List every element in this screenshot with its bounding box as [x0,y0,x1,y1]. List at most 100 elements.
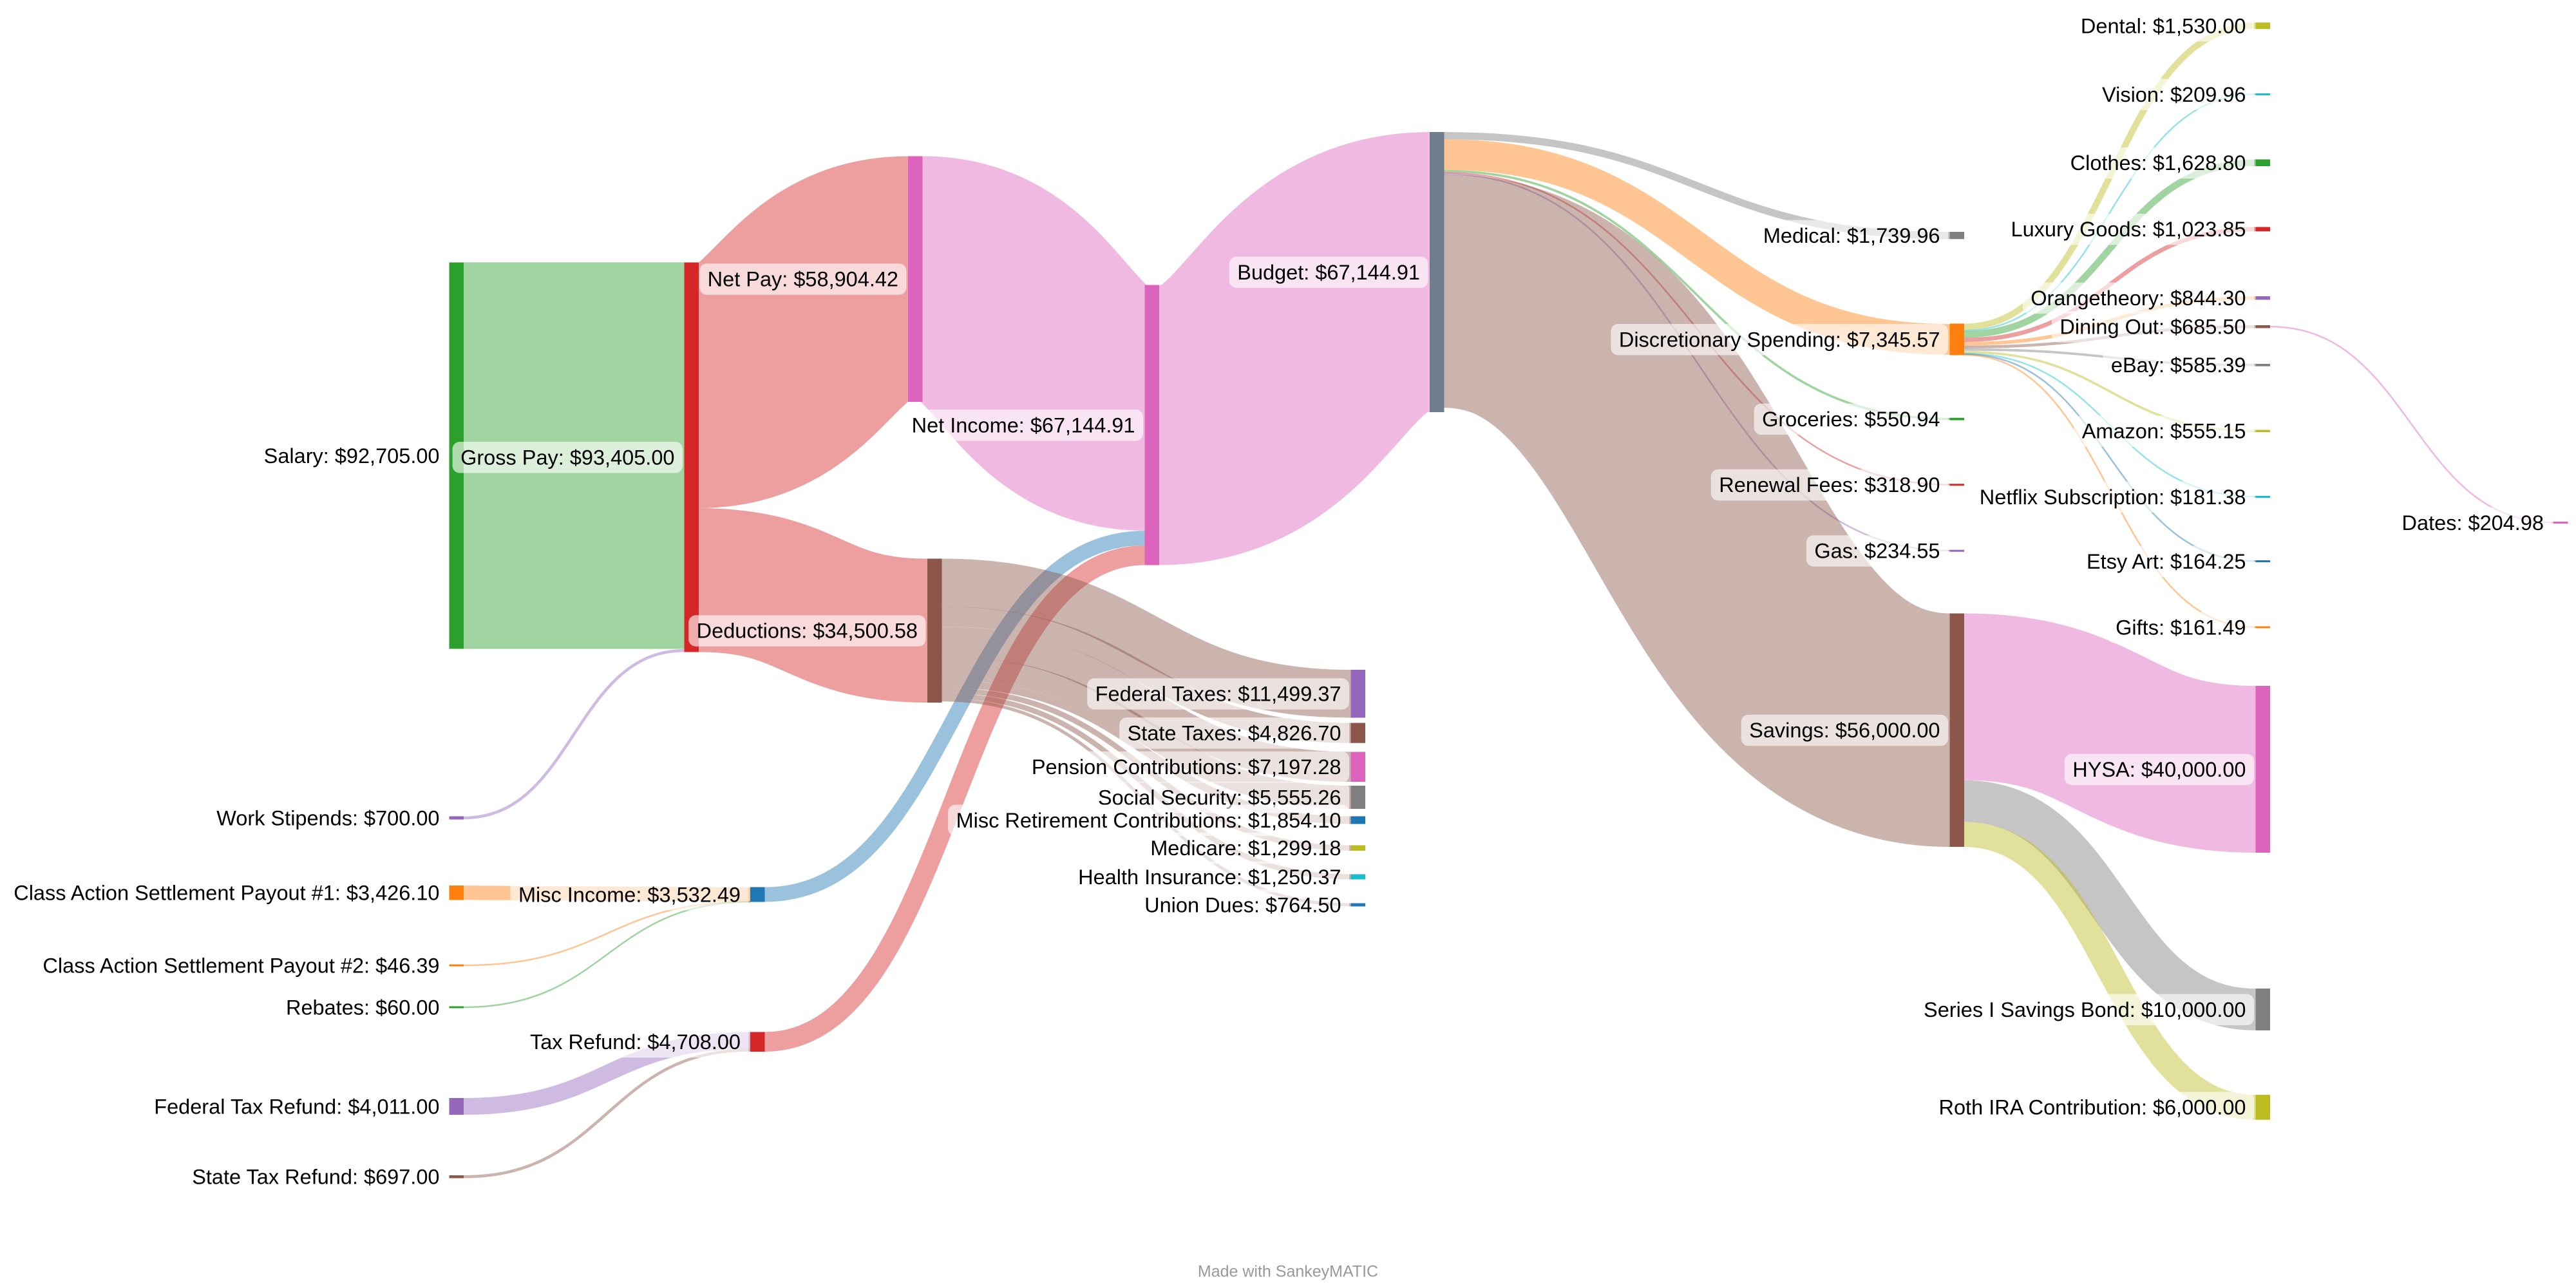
node-label-clothes: Clothes: $1,628.80 [2070,151,2246,175]
node-label-bg-amazon [2074,415,2254,447]
sankey-node-medical[interactable] [1949,232,1965,240]
node-label-orangetheory: Orangetheory: $844.30 [2031,287,2246,310]
node-label-fed_refund: Federal Tax Refund: $4,011.00 [154,1095,439,1118]
node-label-dates: Dates: $204.98 [2402,511,2544,535]
node-label-bg-budget [1229,256,1428,288]
node-label-bg-rebates [278,992,448,1023]
sankey-node-hysa[interactable] [2255,686,2271,853]
node-label-bg-gifts [2107,612,2254,643]
sankey-node-amazon[interactable] [2255,430,2271,433]
sankey-node-pension[interactable] [1350,752,1366,782]
node-label-ca1: Class Action Settlement Payout #1: $3,42… [14,882,439,905]
sankey-flow-net_income-to-budget [1153,132,1436,565]
node-label-bg-net_pay [699,263,907,295]
sankey-node-medicare[interactable] [1350,845,1366,851]
sankey-node-union_dues[interactable] [1350,903,1366,907]
node-label-pension: Pension Contributions: $7,197.28 [1032,755,1341,779]
sankey-node-series_i[interactable] [2255,989,2271,1030]
sankey-node-health_ins[interactable] [1350,874,1366,880]
sankey-node-budget[interactable] [1430,132,1444,412]
sankey-node-state_refund[interactable] [449,1175,464,1179]
sankey-node-savings[interactable] [1949,613,1965,848]
sankey-flow-net_pay-to-net_income [914,156,1153,531]
node-label-net_pay: Net Pay: $58,904.42 [708,268,898,291]
node-label-bg-ca2 [34,950,448,981]
node-label-bg-luxury [2003,213,2254,245]
sankey-flow-savings-to-roth [1964,822,2257,1120]
node-label-ca2: Class Action Settlement Payout #2: $46.3… [43,954,439,977]
sankey-flow-dining-to-dates [2269,326,2554,524]
sankey-flow-gross_pay-to-net_pay [692,156,914,508]
node-label-budget: Budget: $67,144.91 [1237,261,1420,284]
sankey-node-etsy[interactable] [2255,560,2271,562]
sankey-node-luxury[interactable] [2255,227,2271,232]
node-label-bg-series_i [1915,994,2254,1026]
node-label-vision: Vision: $209.96 [2102,83,2246,106]
sankey-node-discretionary[interactable] [1949,323,1965,355]
sankey-node-rebates[interactable] [449,1006,464,1009]
node-label-state_refund: State Tax Refund: $697.00 [192,1166,439,1189]
node-label-deductions: Deductions: $34,500.58 [697,620,918,643]
sankey-node-netflix[interactable] [2255,496,2271,498]
sankey-node-net_pay[interactable] [908,156,923,402]
node-label-dining: Dining Out: $685.50 [2060,316,2246,339]
node-label-bg-etsy [2078,545,2254,577]
sankey-node-net_income[interactable] [1144,285,1160,565]
node-label-bg-tax_refund [522,1026,749,1058]
node-label-state_taxes: State Taxes: $4,826.70 [1128,721,1341,744]
sankey-node-ca2[interactable] [449,964,464,967]
node-label-bg-dental [2072,10,2254,42]
sankey-node-clothes[interactable] [2255,159,2271,167]
node-label-bg-renewal [1710,469,1948,501]
node-label-bg-misc_income [510,879,749,911]
node-label-fed_taxes: Federal Taxes: $11,499.37 [1095,683,1341,706]
sankey-flow-budget-to-savings [1439,174,1955,848]
node-label-tax_refund: Tax Refund: $4,708.00 [530,1030,741,1054]
sankey-node-ca1[interactable] [449,886,464,900]
sankey-node-fed_refund[interactable] [449,1098,464,1115]
sankey-node-gross_pay[interactable] [684,262,699,652]
node-label-bg-ebay [2103,349,2254,381]
node-label-rebates: Rebates: $60.00 [286,996,440,1019]
sankey-node-roth[interactable] [2255,1095,2271,1120]
node-label-medicare: Medicare: $1,299.18 [1150,837,1341,860]
sankey-flow-misc_income-to-net_income [764,531,1145,902]
node-label-renewal: Renewal Fees: $318.90 [1719,473,1940,497]
sankey-node-renewal[interactable] [1949,484,1965,486]
node-label-bg-gas [1806,535,1948,567]
node-label-bg-medicare [1142,832,1349,864]
sankey-flow-discretionary-to-etsy [1964,353,2256,562]
sankey-node-misc_income[interactable] [750,887,765,902]
sankey-node-orangetheory[interactable] [2255,296,2271,300]
footer-credit: Made with SankeyMATIC [1198,1263,1378,1281]
sankey-node-dates[interactable] [2553,522,2568,524]
sankey-node-gas[interactable] [1949,549,1965,552]
sankey-node-ebay[interactable] [2255,364,2271,366]
node-label-series_i: Series I Savings Bond: $10,000.00 [1924,998,2246,1021]
sankey-node-work_stipends[interactable] [449,816,464,820]
sankey-node-soc_sec[interactable] [1350,786,1366,809]
node-label-dental: Dental: $1,530.00 [2081,14,2246,37]
sankey-node-tax_refund[interactable] [750,1032,765,1052]
sankey-node-groceries[interactable] [1949,417,1965,421]
sankey-node-dental[interactable] [2255,23,2271,29]
node-label-bg-state_taxes [1119,717,1349,749]
node-label-bg-pension [1023,751,1349,783]
node-label-misc_ret: Misc Retirement Contributions: $1,854.10 [956,809,1341,832]
node-label-bg-misc_ret [948,804,1349,836]
sankey-node-fed_taxes[interactable] [1350,670,1366,718]
node-label-bg-dates [2394,507,2552,538]
sankey-node-misc_ret[interactable] [1350,816,1366,824]
sankey-node-vision[interactable] [2255,93,2271,95]
node-label-bg-net_income [904,410,1143,441]
sankey-node-deductions[interactable] [927,558,942,703]
node-label-gifts: Gifts: $161.49 [2116,616,2246,639]
sankey-node-dining[interactable] [2255,325,2271,328]
node-label-roth: Roth IRA Contribution: $6,000.00 [1939,1096,2246,1119]
node-label-bg-savings [1741,714,1948,746]
node-label-bg-medical [1755,220,1948,252]
sankey-node-gifts[interactable] [2255,626,2271,629]
sankey-node-state_taxes[interactable] [1350,723,1366,743]
node-label-luxury: Luxury Goods: $1,023.85 [2011,218,2246,241]
